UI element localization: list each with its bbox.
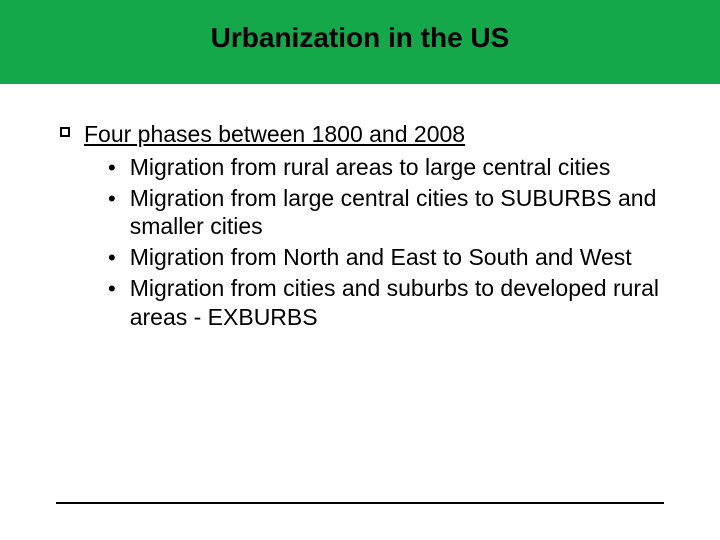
sub-bullet-item: • Migration from rural areas to large ce… (108, 153, 660, 182)
content-area: Four phases between 1800 and 2008 • Migr… (0, 84, 720, 331)
sub-bullet-text: Migration from large central cities to S… (130, 184, 660, 242)
header-band: Urbanization in the US (0, 0, 720, 84)
square-bullet-icon (60, 127, 70, 137)
bottom-horizontal-rule (56, 502, 664, 504)
dot-bullet-icon: • (108, 275, 116, 303)
dot-bullet-icon: • (108, 244, 116, 272)
sub-bullet-item: • Migration from large central cities to… (108, 184, 660, 242)
dot-bullet-icon: • (108, 185, 116, 213)
sub-bullet-text: Migration from cities and suburbs to dev… (130, 274, 660, 332)
sub-bullet-text: Migration from North and East to South a… (130, 243, 632, 272)
sub-bullet-list: • Migration from rural areas to large ce… (60, 153, 660, 332)
sub-bullet-item: • Migration from North and East to South… (108, 243, 660, 272)
dot-bullet-icon: • (108, 154, 116, 182)
main-bullet-item: Four phases between 1800 and 2008 (60, 120, 660, 149)
slide-title: Urbanization in the US (0, 22, 720, 54)
sub-bullet-item: • Migration from cities and suburbs to d… (108, 274, 660, 332)
sub-bullet-text: Migration from rural areas to large cent… (130, 153, 611, 182)
main-heading-text: Four phases between 1800 and 2008 (84, 120, 465, 149)
